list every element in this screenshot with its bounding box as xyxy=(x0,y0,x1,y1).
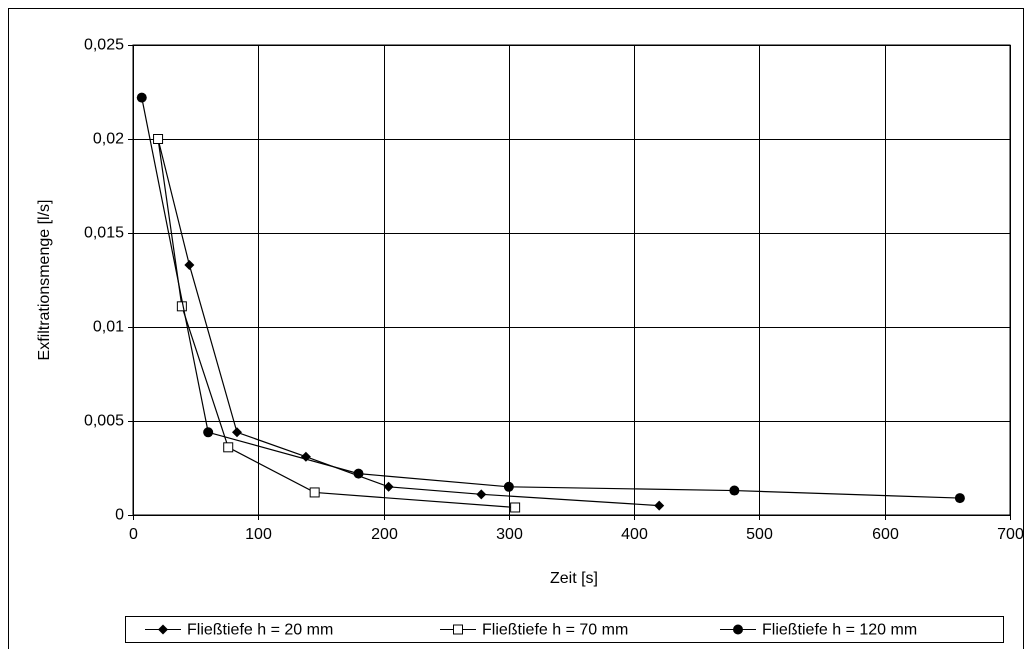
x-tick-label: 600 xyxy=(872,526,899,543)
data-point xyxy=(729,485,740,496)
y-tick-label: 0,005 xyxy=(84,413,124,430)
legend-marker xyxy=(733,624,743,635)
data-point xyxy=(353,468,364,479)
legend-marker xyxy=(158,624,168,635)
legend-label: Fließtiefe h = 20 mm xyxy=(187,622,333,639)
legend-marker xyxy=(453,624,463,635)
x-tick-label: 400 xyxy=(621,526,648,543)
x-tick-label: 700 xyxy=(997,526,1024,543)
data-point xyxy=(153,134,164,144)
data-point xyxy=(309,487,320,498)
x-axis-label: Zeit [s] xyxy=(550,570,598,587)
y-tick-label: 0,01 xyxy=(93,319,124,336)
x-tick-label: 500 xyxy=(746,526,773,543)
data-point xyxy=(954,493,965,504)
y-tick-label: 0,02 xyxy=(93,131,124,148)
y-tick-label: 0 xyxy=(115,507,124,524)
data-point xyxy=(383,481,394,492)
data-point xyxy=(654,500,665,511)
data-point xyxy=(176,301,187,312)
x-tick-label: 0 xyxy=(129,526,138,543)
data-point xyxy=(136,92,147,103)
y-axis-label: Exfiltrationsmenge [l/s] xyxy=(36,200,53,361)
x-tick-label: 300 xyxy=(496,526,523,543)
data-point xyxy=(510,502,521,513)
data-point xyxy=(503,481,514,492)
y-tick-label: 0,015 xyxy=(84,225,124,242)
data-point xyxy=(203,427,214,438)
data-point xyxy=(300,451,311,462)
data-point xyxy=(476,489,487,500)
plot-area xyxy=(132,44,1011,516)
data-point xyxy=(184,259,195,270)
y-tick-label: 0,025 xyxy=(84,37,124,54)
legend-label: Fließtiefe h = 70 mm xyxy=(482,622,628,639)
legend-box xyxy=(125,616,1004,643)
legend-label: Fließtiefe h = 120 mm xyxy=(762,622,917,639)
x-tick-label: 100 xyxy=(245,526,272,543)
data-point xyxy=(231,427,242,438)
data-point xyxy=(223,442,234,453)
series-line xyxy=(141,97,960,499)
chart-border xyxy=(8,8,1024,649)
x-tick-label: 200 xyxy=(371,526,398,543)
